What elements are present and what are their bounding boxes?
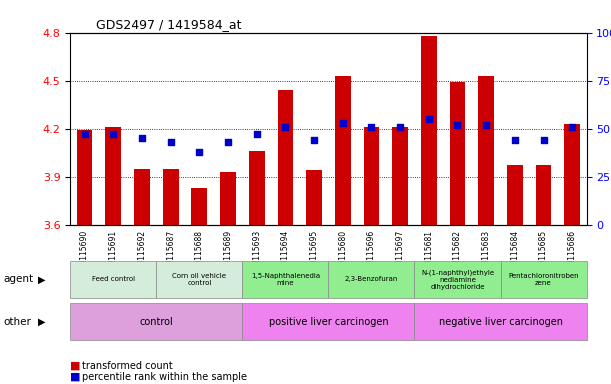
Point <box>367 124 376 130</box>
Bar <box>335 76 351 225</box>
Text: Corn oil vehicle
control: Corn oil vehicle control <box>172 273 226 286</box>
Point <box>510 137 520 143</box>
Text: transformed count: transformed count <box>82 361 174 371</box>
Bar <box>421 36 437 225</box>
Text: ▶: ▶ <box>38 274 45 285</box>
Point <box>108 131 118 137</box>
Text: control: control <box>139 316 173 327</box>
Bar <box>536 166 551 225</box>
Text: ■: ■ <box>70 361 81 371</box>
Text: ▶: ▶ <box>38 316 45 327</box>
Point <box>280 124 290 130</box>
Bar <box>163 169 178 225</box>
Point <box>338 120 348 126</box>
Text: agent: agent <box>3 274 33 285</box>
Bar <box>565 124 580 225</box>
Text: negative liver carcinogen: negative liver carcinogen <box>439 316 563 327</box>
Point <box>568 124 577 130</box>
Bar <box>392 127 408 225</box>
Point <box>424 116 434 122</box>
Bar <box>249 151 265 225</box>
Text: percentile rank within the sample: percentile rank within the sample <box>82 372 247 382</box>
Point <box>309 137 319 143</box>
Point <box>223 139 233 145</box>
Bar <box>364 127 379 225</box>
Point <box>166 139 175 145</box>
Point <box>395 124 405 130</box>
Bar <box>191 188 207 225</box>
Text: Feed control: Feed control <box>92 276 135 282</box>
Text: N-(1-naphthyl)ethyle
nediamine
dihydrochloride: N-(1-naphthyl)ethyle nediamine dihydroch… <box>421 269 494 290</box>
Point <box>252 131 262 137</box>
Bar <box>478 76 494 225</box>
Text: ■: ■ <box>70 372 81 382</box>
Bar <box>77 130 92 225</box>
Point <box>137 135 147 141</box>
Text: positive liver carcinogen: positive liver carcinogen <box>269 316 388 327</box>
Text: GDS2497 / 1419584_at: GDS2497 / 1419584_at <box>96 18 241 31</box>
Bar <box>220 172 236 225</box>
Bar <box>507 166 523 225</box>
Text: 2,3-Benzofuran: 2,3-Benzofuran <box>345 276 398 282</box>
Point <box>453 122 463 128</box>
Text: other: other <box>3 316 31 327</box>
Point <box>79 131 89 137</box>
Point <box>539 137 549 143</box>
Text: Pentachloronitroben
zene: Pentachloronitroben zene <box>508 273 579 286</box>
Bar <box>106 127 121 225</box>
Text: 1,5-Naphthalenedia
mine: 1,5-Naphthalenedia mine <box>251 273 320 286</box>
Point <box>194 149 204 155</box>
Bar <box>306 170 322 225</box>
Bar <box>450 82 466 225</box>
Bar <box>277 90 293 225</box>
Point <box>481 122 491 128</box>
Bar <box>134 169 150 225</box>
